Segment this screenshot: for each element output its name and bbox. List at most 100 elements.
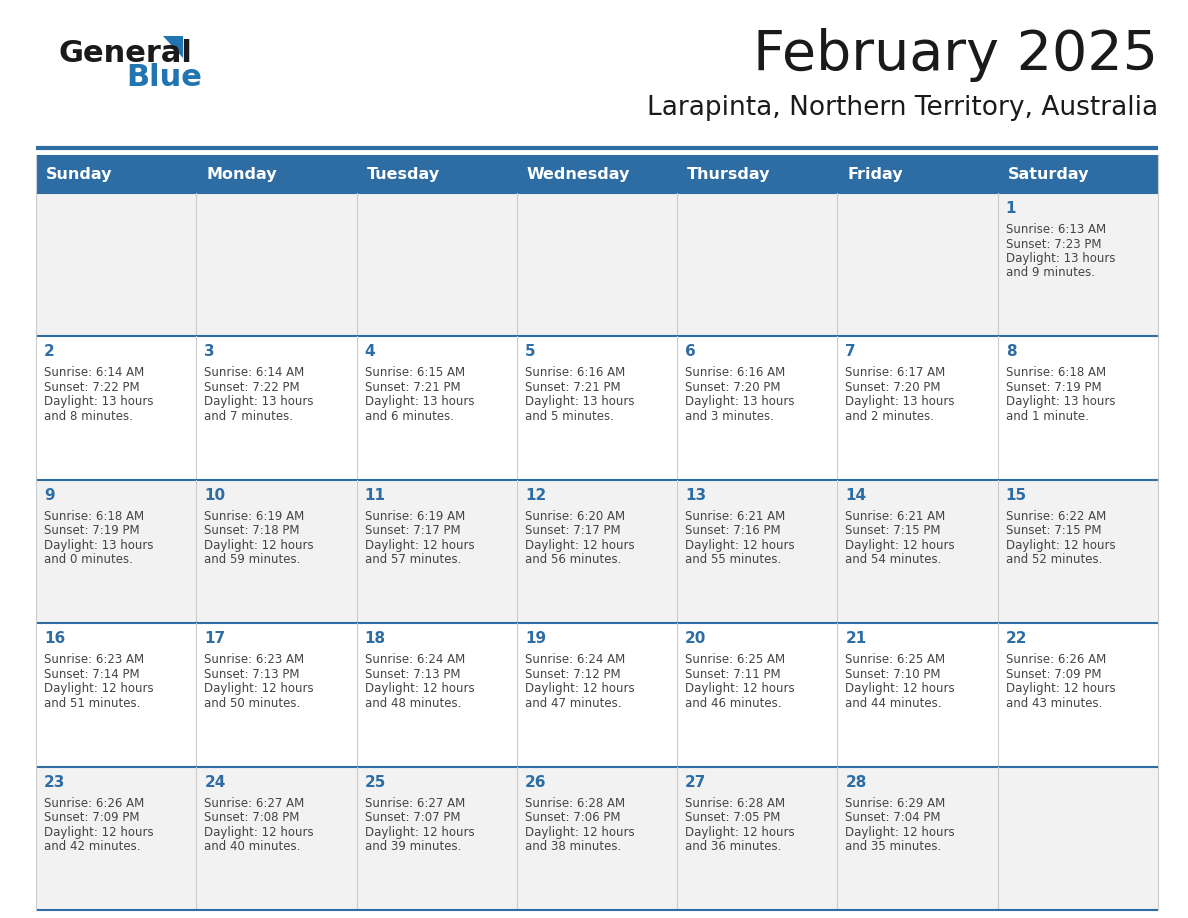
Text: Daylight: 13 hours: Daylight: 13 hours xyxy=(1006,252,1116,265)
Text: 17: 17 xyxy=(204,632,226,646)
Text: 24: 24 xyxy=(204,775,226,789)
Text: Sunrise: 6:29 AM: Sunrise: 6:29 AM xyxy=(846,797,946,810)
Text: Daylight: 12 hours: Daylight: 12 hours xyxy=(685,682,795,695)
Text: and 1 minute.: and 1 minute. xyxy=(1006,410,1088,423)
Text: Sunset: 7:22 PM: Sunset: 7:22 PM xyxy=(44,381,140,394)
Text: Daylight: 12 hours: Daylight: 12 hours xyxy=(44,825,153,839)
Text: Sunrise: 6:18 AM: Sunrise: 6:18 AM xyxy=(1006,366,1106,379)
Text: Tuesday: Tuesday xyxy=(367,166,440,182)
Text: Sunset: 7:11 PM: Sunset: 7:11 PM xyxy=(685,667,781,681)
Text: and 38 minutes.: and 38 minutes. xyxy=(525,840,621,853)
Bar xyxy=(36,767,1158,910)
Text: and 39 minutes.: and 39 minutes. xyxy=(365,840,461,853)
Text: Sunset: 7:15 PM: Sunset: 7:15 PM xyxy=(1006,524,1101,537)
Bar xyxy=(36,336,1158,480)
Text: and 50 minutes.: and 50 minutes. xyxy=(204,697,301,710)
Text: Daylight: 12 hours: Daylight: 12 hours xyxy=(525,539,634,552)
Text: Sunrise: 6:25 AM: Sunrise: 6:25 AM xyxy=(685,654,785,666)
Text: Daylight: 13 hours: Daylight: 13 hours xyxy=(204,396,314,409)
Text: 5: 5 xyxy=(525,344,536,360)
Text: 23: 23 xyxy=(44,775,65,789)
Text: and 44 minutes.: and 44 minutes. xyxy=(846,697,942,710)
Text: Sunset: 7:20 PM: Sunset: 7:20 PM xyxy=(685,381,781,394)
Text: Daylight: 12 hours: Daylight: 12 hours xyxy=(204,682,314,695)
Text: Sunset: 7:18 PM: Sunset: 7:18 PM xyxy=(204,524,299,537)
Text: and 47 minutes.: and 47 minutes. xyxy=(525,697,621,710)
Text: Sunrise: 6:24 AM: Sunrise: 6:24 AM xyxy=(525,654,625,666)
Text: Daylight: 12 hours: Daylight: 12 hours xyxy=(204,825,314,839)
Text: Sunset: 7:21 PM: Sunset: 7:21 PM xyxy=(365,381,460,394)
Text: Sunrise: 6:24 AM: Sunrise: 6:24 AM xyxy=(365,654,465,666)
Text: Sunset: 7:19 PM: Sunset: 7:19 PM xyxy=(1006,381,1101,394)
Text: Sunrise: 6:18 AM: Sunrise: 6:18 AM xyxy=(44,509,144,522)
Text: Daylight: 12 hours: Daylight: 12 hours xyxy=(365,682,474,695)
Text: and 55 minutes.: and 55 minutes. xyxy=(685,554,782,566)
Text: 10: 10 xyxy=(204,487,226,503)
Text: Sunrise: 6:16 AM: Sunrise: 6:16 AM xyxy=(685,366,785,379)
Text: Daylight: 12 hours: Daylight: 12 hours xyxy=(685,825,795,839)
Text: 15: 15 xyxy=(1006,487,1026,503)
Text: and 9 minutes.: and 9 minutes. xyxy=(1006,266,1094,279)
Text: Daylight: 13 hours: Daylight: 13 hours xyxy=(846,396,955,409)
Text: Sunrise: 6:26 AM: Sunrise: 6:26 AM xyxy=(1006,654,1106,666)
Text: and 48 minutes.: and 48 minutes. xyxy=(365,697,461,710)
Text: 13: 13 xyxy=(685,487,707,503)
Text: 11: 11 xyxy=(365,487,386,503)
Text: Sunrise: 6:27 AM: Sunrise: 6:27 AM xyxy=(365,797,465,810)
Text: Sunset: 7:07 PM: Sunset: 7:07 PM xyxy=(365,812,460,824)
Text: 28: 28 xyxy=(846,775,867,789)
Text: 19: 19 xyxy=(525,632,546,646)
Bar xyxy=(36,155,1158,193)
Text: Blue: Blue xyxy=(126,63,202,92)
Text: Sunrise: 6:28 AM: Sunrise: 6:28 AM xyxy=(685,797,785,810)
Text: Sunset: 7:22 PM: Sunset: 7:22 PM xyxy=(204,381,299,394)
Text: 21: 21 xyxy=(846,632,867,646)
Text: Sunrise: 6:20 AM: Sunrise: 6:20 AM xyxy=(525,509,625,522)
Text: Saturday: Saturday xyxy=(1007,166,1089,182)
Text: Sunset: 7:12 PM: Sunset: 7:12 PM xyxy=(525,667,620,681)
Bar xyxy=(36,480,1158,623)
Text: and 56 minutes.: and 56 minutes. xyxy=(525,554,621,566)
Text: Sunset: 7:20 PM: Sunset: 7:20 PM xyxy=(846,381,941,394)
Text: Daylight: 12 hours: Daylight: 12 hours xyxy=(685,539,795,552)
Text: Sunrise: 6:14 AM: Sunrise: 6:14 AM xyxy=(204,366,304,379)
Text: and 40 minutes.: and 40 minutes. xyxy=(204,840,301,853)
Text: 16: 16 xyxy=(44,632,65,646)
Text: 22: 22 xyxy=(1006,632,1028,646)
Text: Sunrise: 6:19 AM: Sunrise: 6:19 AM xyxy=(365,509,465,522)
Text: and 52 minutes.: and 52 minutes. xyxy=(1006,554,1102,566)
Text: Sunrise: 6:22 AM: Sunrise: 6:22 AM xyxy=(1006,509,1106,522)
Text: Daylight: 13 hours: Daylight: 13 hours xyxy=(44,539,153,552)
Text: Daylight: 12 hours: Daylight: 12 hours xyxy=(1006,539,1116,552)
Text: 8: 8 xyxy=(1006,344,1017,360)
Text: and 59 minutes.: and 59 minutes. xyxy=(204,554,301,566)
Text: and 54 minutes.: and 54 minutes. xyxy=(846,554,942,566)
Text: Friday: Friday xyxy=(847,166,903,182)
Text: Sunset: 7:19 PM: Sunset: 7:19 PM xyxy=(44,524,140,537)
Text: and 43 minutes.: and 43 minutes. xyxy=(1006,697,1102,710)
Text: 20: 20 xyxy=(685,632,707,646)
Text: and 35 minutes.: and 35 minutes. xyxy=(846,840,942,853)
Text: Daylight: 12 hours: Daylight: 12 hours xyxy=(1006,682,1116,695)
Text: Sunset: 7:16 PM: Sunset: 7:16 PM xyxy=(685,524,781,537)
Text: Daylight: 12 hours: Daylight: 12 hours xyxy=(365,825,474,839)
Text: Sunset: 7:15 PM: Sunset: 7:15 PM xyxy=(846,524,941,537)
Text: and 36 minutes.: and 36 minutes. xyxy=(685,840,782,853)
Text: Sunrise: 6:26 AM: Sunrise: 6:26 AM xyxy=(44,797,144,810)
Text: Sunrise: 6:19 AM: Sunrise: 6:19 AM xyxy=(204,509,304,522)
Text: Sunset: 7:10 PM: Sunset: 7:10 PM xyxy=(846,667,941,681)
Text: Daylight: 13 hours: Daylight: 13 hours xyxy=(1006,396,1116,409)
Text: Daylight: 12 hours: Daylight: 12 hours xyxy=(44,682,153,695)
Text: Sunset: 7:17 PM: Sunset: 7:17 PM xyxy=(525,524,620,537)
Text: and 6 minutes.: and 6 minutes. xyxy=(365,410,454,423)
Text: Sunrise: 6:23 AM: Sunrise: 6:23 AM xyxy=(44,654,144,666)
Text: Sunset: 7:23 PM: Sunset: 7:23 PM xyxy=(1006,238,1101,251)
Text: Sunset: 7:04 PM: Sunset: 7:04 PM xyxy=(846,812,941,824)
Text: and 5 minutes.: and 5 minutes. xyxy=(525,410,614,423)
Text: Sunset: 7:05 PM: Sunset: 7:05 PM xyxy=(685,812,781,824)
Polygon shape xyxy=(163,36,183,58)
Text: Sunrise: 6:17 AM: Sunrise: 6:17 AM xyxy=(846,366,946,379)
Text: and 7 minutes.: and 7 minutes. xyxy=(204,410,293,423)
Text: Sunrise: 6:14 AM: Sunrise: 6:14 AM xyxy=(44,366,144,379)
Text: Sunset: 7:06 PM: Sunset: 7:06 PM xyxy=(525,812,620,824)
